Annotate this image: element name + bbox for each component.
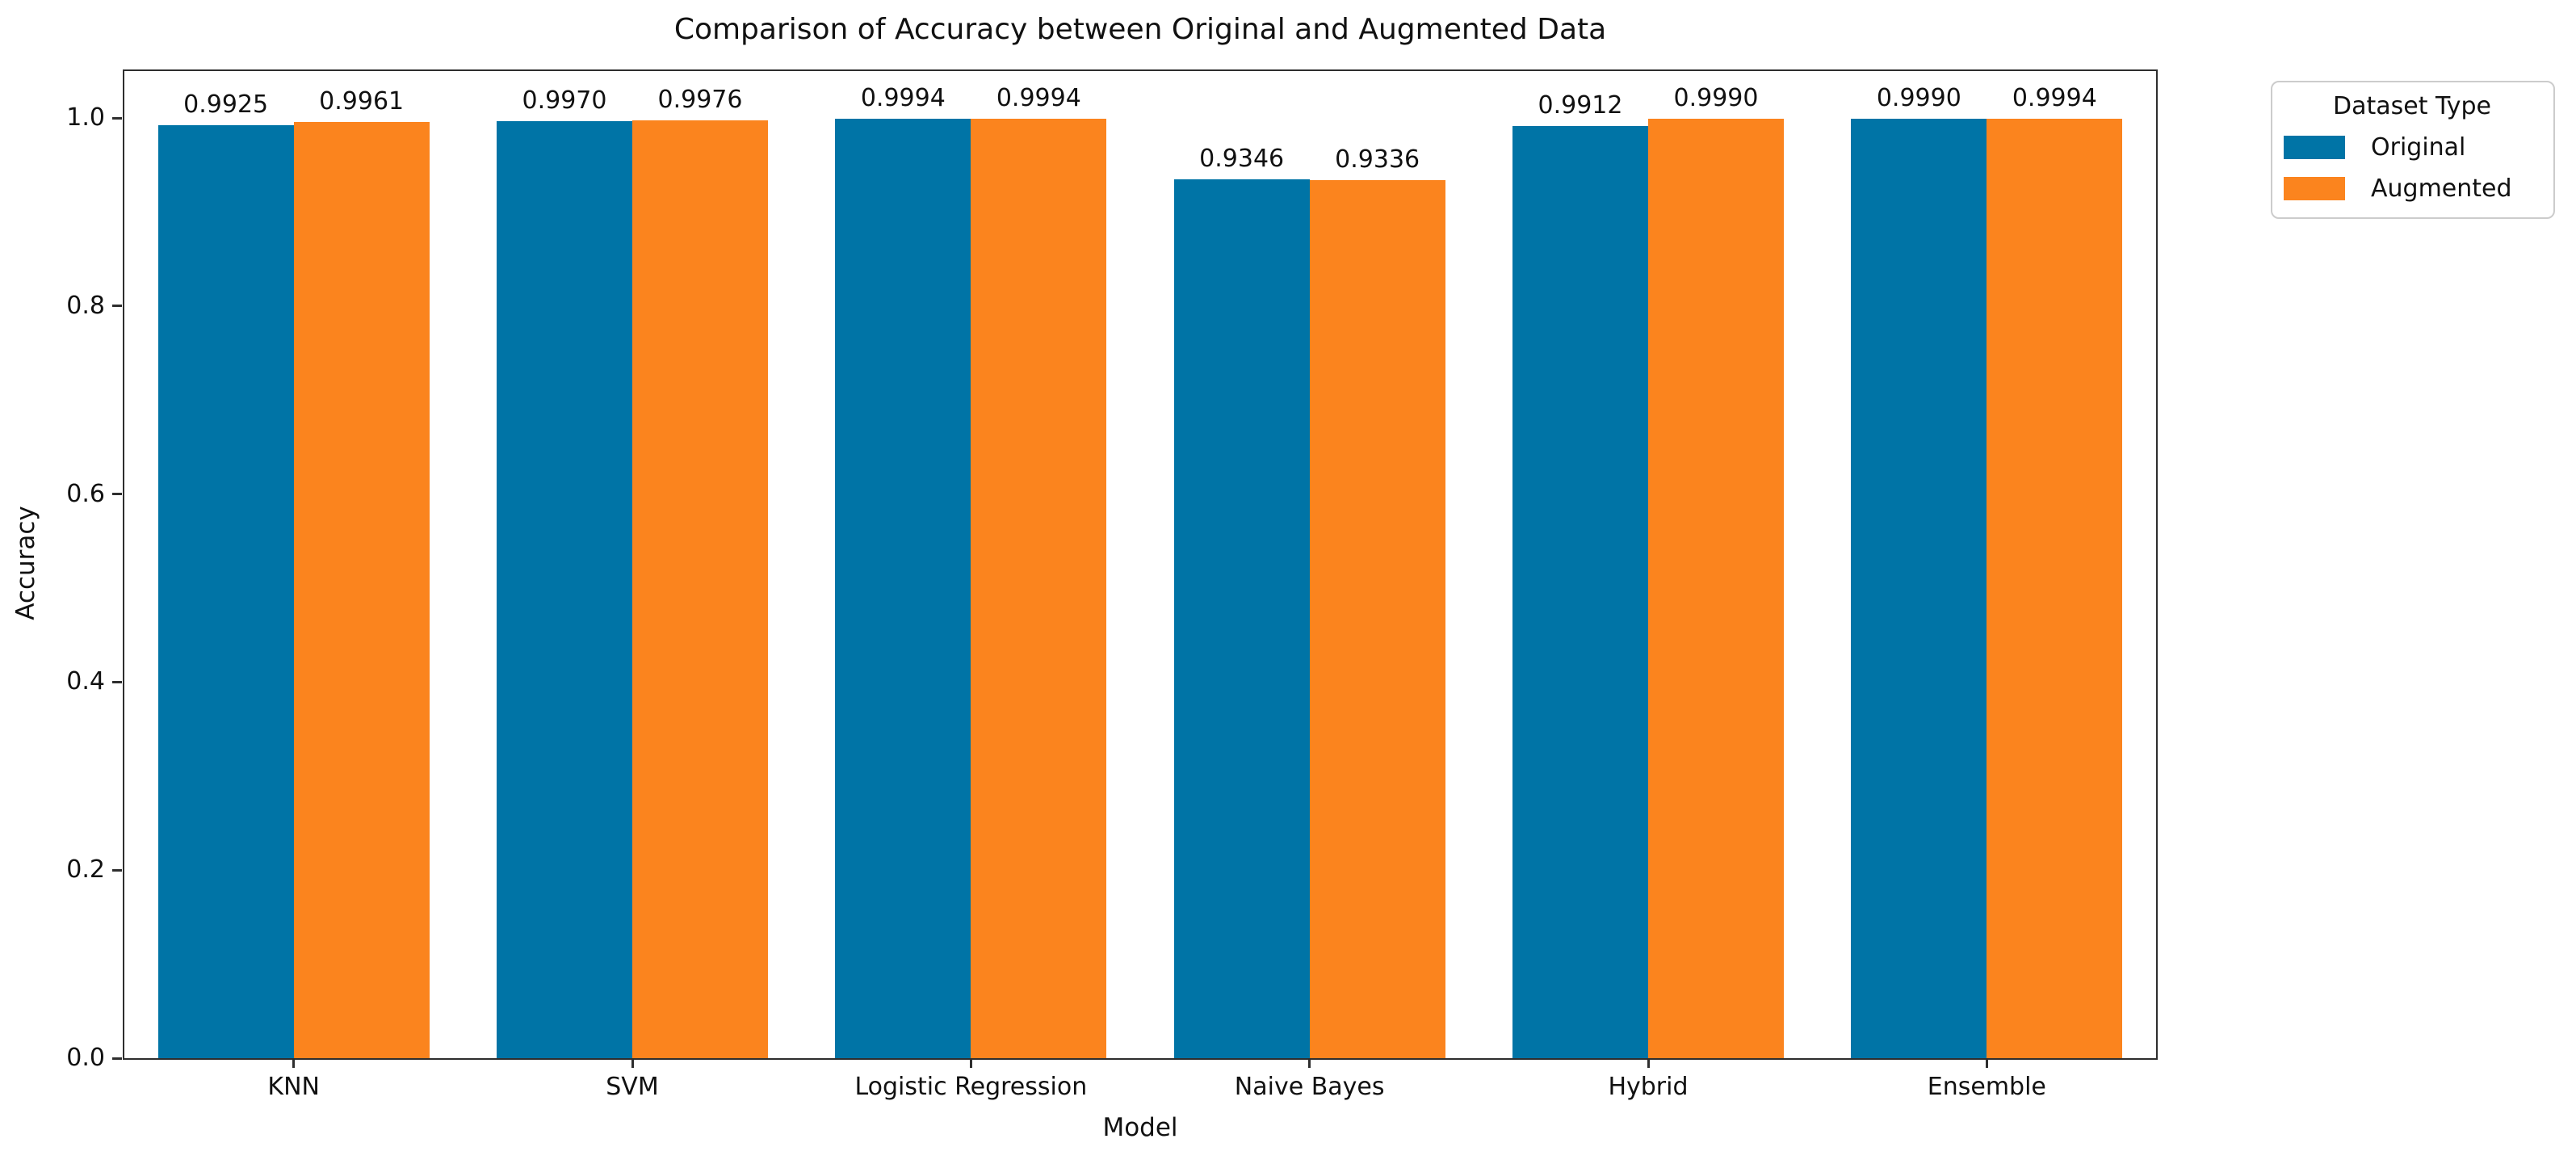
bar-value-label-original-4: 0.9912 — [1538, 91, 1623, 120]
bar-value-label-augmented-1: 0.9976 — [657, 85, 743, 114]
legend-label-original: Original — [2371, 133, 2466, 162]
x-tick-label-2: Logistic Regression — [854, 1073, 1088, 1101]
legend-title: Dataset Type — [2333, 92, 2491, 120]
bar-value-label-original-2: 0.9994 — [860, 83, 946, 112]
x-tick-mark — [292, 1058, 296, 1068]
y-tick-mark — [112, 305, 122, 308]
x-axis-label: Model — [1102, 1113, 1178, 1142]
bar-original-5 — [1851, 119, 1987, 1058]
bar-augmented-1 — [632, 120, 768, 1058]
legend: Dataset Type Original Augmented — [2271, 81, 2555, 219]
bar-value-label-augmented-5: 0.9994 — [2012, 83, 2097, 112]
y-tick-label: 1.0 — [66, 103, 105, 132]
bar-augmented-4 — [1648, 119, 1784, 1058]
y-tick-mark — [112, 868, 122, 872]
x-tick-mark — [1985, 1058, 1988, 1068]
y-tick-mark — [112, 493, 122, 496]
bar-augmented-0 — [293, 121, 430, 1058]
bar-value-label-augmented-4: 0.9990 — [1673, 84, 1759, 113]
x-tick-label-4: Hybrid — [1608, 1073, 1689, 1101]
y-tick-label: 0.8 — [66, 291, 105, 320]
x-tick-label-3: Naive Bayes — [1234, 1073, 1385, 1101]
x-tick-mark — [1308, 1058, 1311, 1068]
bar-value-label-augmented-2: 0.9994 — [996, 83, 1081, 112]
bar-value-label-original-1: 0.9970 — [522, 86, 607, 115]
bar-value-label-augmented-0: 0.9961 — [319, 86, 405, 116]
legend-label-augmented: Augmented — [2371, 174, 2512, 203]
y-tick-mark — [112, 680, 122, 683]
x-tick-mark — [969, 1058, 972, 1068]
bar-augmented-5 — [1987, 118, 2123, 1058]
bar-original-0 — [157, 124, 294, 1058]
y-tick-label: 0.4 — [66, 667, 105, 696]
legend-item-augmented: Augmented — [2284, 174, 2542, 203]
x-tick-label-1: SVM — [606, 1073, 659, 1101]
bar-value-label-original-0: 0.9925 — [183, 90, 269, 119]
legend-items: Original Augmented — [2282, 133, 2542, 203]
legend-swatch-original — [2284, 136, 2345, 159]
y-axis-label: Accuracy — [11, 506, 40, 620]
y-tick-label: 0.0 — [66, 1044, 105, 1072]
bar-value-label-original-3: 0.9346 — [1199, 145, 1285, 174]
y-tick-label: 0.6 — [66, 479, 105, 508]
x-tick-mark — [1647, 1058, 1650, 1068]
bar-augmented-3 — [1309, 180, 1445, 1058]
bar-original-1 — [497, 120, 632, 1058]
bar-value-label-augmented-3: 0.9336 — [1335, 145, 1420, 174]
plot-area: 0.0 0.2 0.4 0.6 0.8 1.0 KNN 0.9925 0.9961 SVM 0.99… — [66, 69, 2158, 1101]
legend-item-original: Original — [2284, 133, 2542, 162]
bar-value-label-original-5: 0.9990 — [1876, 84, 1961, 113]
y-tick-mark — [112, 1057, 122, 1060]
bar-original-3 — [1173, 179, 1310, 1058]
y-tick-mark — [112, 116, 122, 120]
bar-augmented-2 — [971, 118, 1107, 1058]
x-tick-label-5: Ensemble — [1927, 1073, 2046, 1101]
bar-original-4 — [1512, 126, 1648, 1058]
legend-swatch-augmented — [2284, 177, 2345, 200]
chart-title: Comparison of Accuracy between Original … — [673, 13, 1607, 46]
x-tick-mark — [631, 1058, 634, 1068]
x-tick-label-0: KNN — [267, 1073, 320, 1101]
bar-original-2 — [835, 118, 971, 1058]
y-tick-label: 0.2 — [66, 855, 105, 885]
